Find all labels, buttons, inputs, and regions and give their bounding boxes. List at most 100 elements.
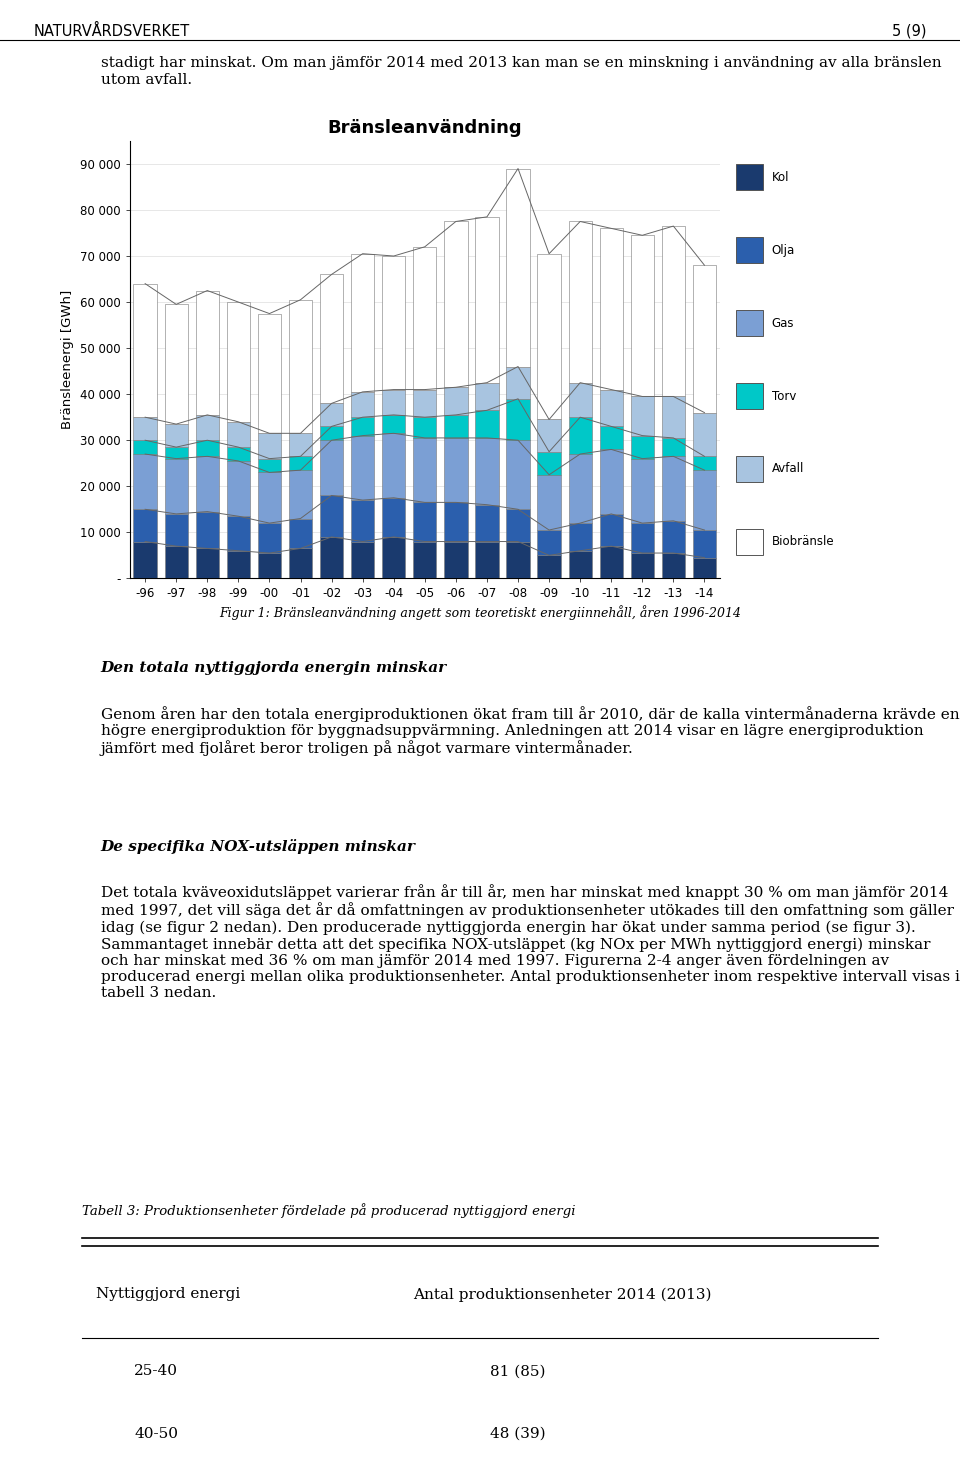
Bar xyxy=(133,283,156,417)
Text: Avfall: Avfall xyxy=(772,463,804,476)
Bar xyxy=(538,555,561,578)
Bar xyxy=(661,437,685,457)
Bar xyxy=(133,440,156,454)
Bar xyxy=(320,440,344,495)
Bar xyxy=(631,458,654,523)
Bar xyxy=(600,449,623,515)
Bar xyxy=(258,553,281,578)
Bar xyxy=(693,470,716,529)
Text: Genom åren har den totala energiproduktionen ökat fram till år 2010, där de kall: Genom åren har den totala energiprodukti… xyxy=(101,706,959,756)
Bar xyxy=(735,310,763,337)
Bar xyxy=(506,541,530,578)
Bar xyxy=(568,383,591,417)
Bar xyxy=(538,254,561,420)
Text: Kol: Kol xyxy=(772,171,789,184)
Text: 48 (39): 48 (39) xyxy=(490,1427,545,1440)
Bar xyxy=(661,396,685,437)
Text: 25-40: 25-40 xyxy=(134,1364,179,1378)
Bar xyxy=(133,417,156,440)
Bar xyxy=(600,228,623,390)
Bar xyxy=(164,515,188,546)
Bar xyxy=(258,458,281,473)
Bar xyxy=(351,541,374,578)
Bar xyxy=(133,541,156,578)
Bar xyxy=(258,473,281,523)
Text: Tabell 3: Produktionsenheter fördelade på producerad nyttiggjord energi: Tabell 3: Produktionsenheter fördelade p… xyxy=(82,1203,575,1218)
Bar xyxy=(413,417,437,437)
Bar xyxy=(735,455,763,482)
Bar xyxy=(693,412,716,457)
Bar xyxy=(506,366,530,399)
Bar xyxy=(506,440,530,509)
Bar xyxy=(506,399,530,440)
Bar xyxy=(164,448,188,458)
Bar xyxy=(661,457,685,521)
Bar xyxy=(227,421,250,448)
Bar xyxy=(351,392,374,417)
Bar xyxy=(227,461,250,516)
Bar xyxy=(258,433,281,458)
Bar xyxy=(568,221,591,383)
Text: De specifika NOX-utsläppen minskar: De specifika NOX-utsläppen minskar xyxy=(101,839,416,854)
Text: NATURVÅRDSVERKET: NATURVÅRDSVERKET xyxy=(34,24,190,39)
Bar xyxy=(693,529,716,558)
Bar xyxy=(475,411,498,437)
Bar xyxy=(568,523,591,550)
Bar xyxy=(444,503,468,541)
Bar xyxy=(631,436,654,458)
Bar xyxy=(351,254,374,392)
Bar xyxy=(475,541,498,578)
Bar xyxy=(133,454,156,509)
Bar xyxy=(661,521,685,553)
Bar xyxy=(289,457,312,470)
Bar xyxy=(413,541,437,578)
Bar xyxy=(631,523,654,553)
Text: 5 (9): 5 (9) xyxy=(892,24,926,39)
Text: Nyttiggjord energi: Nyttiggjord energi xyxy=(96,1287,240,1301)
Bar xyxy=(289,519,312,549)
Bar xyxy=(382,390,405,415)
Text: Torv: Torv xyxy=(772,390,796,402)
Bar xyxy=(413,503,437,541)
Bar xyxy=(227,448,250,461)
Bar xyxy=(538,452,561,475)
Bar xyxy=(164,424,188,448)
Bar xyxy=(693,265,716,412)
Bar xyxy=(289,300,312,433)
Bar xyxy=(735,165,763,190)
Bar xyxy=(289,433,312,457)
Bar xyxy=(444,415,468,437)
Bar xyxy=(538,529,561,555)
Bar xyxy=(196,512,219,549)
Bar xyxy=(475,504,498,541)
Bar xyxy=(600,427,623,449)
Bar xyxy=(735,383,763,409)
Text: Olja: Olja xyxy=(772,243,795,257)
Bar xyxy=(661,225,685,396)
Bar xyxy=(444,387,468,415)
Bar xyxy=(413,390,437,417)
Bar xyxy=(661,553,685,578)
Bar xyxy=(320,427,344,440)
Bar xyxy=(568,550,591,578)
Bar xyxy=(538,420,561,452)
Bar xyxy=(693,457,716,470)
Bar xyxy=(258,313,281,433)
Bar xyxy=(227,550,250,578)
Bar xyxy=(289,470,312,519)
Bar xyxy=(735,529,763,555)
Bar xyxy=(600,546,623,578)
Bar xyxy=(631,236,654,396)
Bar xyxy=(351,500,374,541)
Bar xyxy=(600,390,623,427)
Bar xyxy=(382,433,405,498)
Bar xyxy=(735,237,763,264)
Text: Gas: Gas xyxy=(772,317,794,329)
Bar xyxy=(444,437,468,503)
Bar xyxy=(382,498,405,537)
Bar xyxy=(164,304,188,424)
Text: 40-50: 40-50 xyxy=(134,1427,179,1440)
Bar xyxy=(382,415,405,433)
Bar xyxy=(196,457,219,512)
Bar xyxy=(196,440,219,457)
